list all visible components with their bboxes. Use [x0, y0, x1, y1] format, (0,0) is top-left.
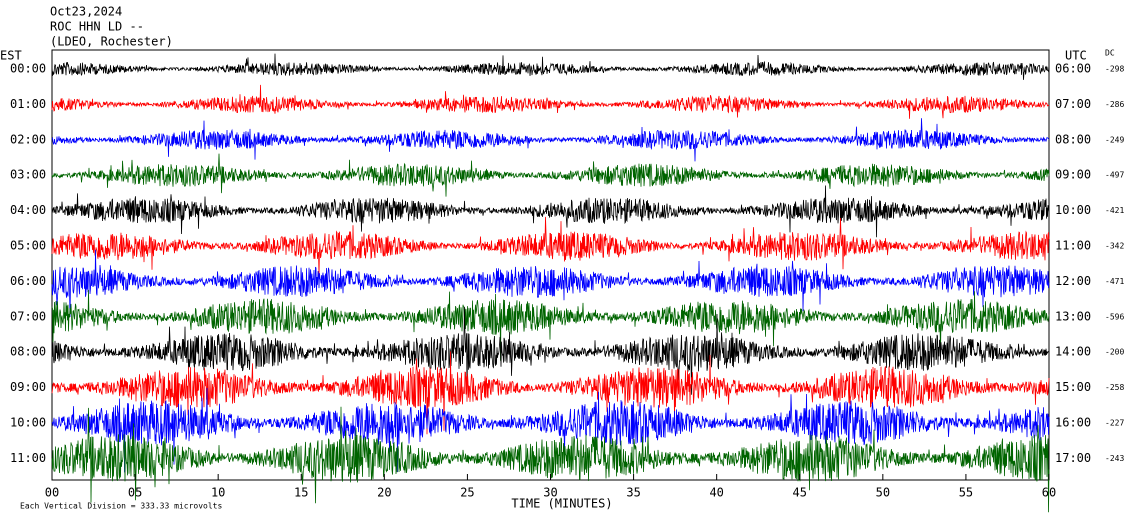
- dc-value: -200: [1105, 348, 1124, 357]
- dc-value: -298: [1105, 65, 1124, 74]
- est-label: 01:00: [10, 97, 46, 111]
- trace: [51, 289, 1050, 361]
- x-tick-label: 30: [543, 486, 557, 500]
- x-tick-label: 20: [377, 486, 391, 500]
- utc-label: 16:00: [1055, 416, 1091, 430]
- utc-label: 12:00: [1055, 274, 1091, 288]
- x-tick-label: 45: [793, 486, 807, 500]
- x-tick-label: 35: [626, 486, 640, 500]
- title-line: (LDEO, Rochester): [50, 35, 173, 49]
- footer: Each Vertical Division = 333.33 microvol…: [20, 502, 222, 511]
- est-label: 08:00: [10, 345, 46, 359]
- utc-label: 06:00: [1055, 62, 1091, 76]
- x-axis-label: TIME (MINUTES): [511, 497, 612, 511]
- title-line: Oct23,2024: [50, 5, 122, 19]
- trace: [51, 216, 1050, 277]
- x-tick-label: 55: [959, 486, 973, 500]
- left-axis-label: EST: [0, 49, 22, 63]
- utc-label: 11:00: [1055, 239, 1091, 253]
- trace: [51, 306, 1050, 395]
- trace: [51, 351, 1050, 435]
- dc-value: -342: [1105, 242, 1124, 251]
- trace: [51, 118, 1050, 162]
- traces: [51, 53, 1050, 513]
- utc-label: 08:00: [1055, 132, 1091, 146]
- est-label: 05:00: [10, 239, 46, 253]
- trace: [51, 53, 1050, 80]
- est-label: 10:00: [10, 416, 46, 430]
- est-label: 00:00: [10, 62, 46, 76]
- utc-label: 15:00: [1055, 380, 1091, 394]
- dc-value: -497: [1105, 171, 1124, 180]
- trace: [51, 406, 1050, 513]
- x-tick-label: 60: [1042, 486, 1056, 500]
- dc-value: -243: [1105, 454, 1124, 463]
- x-tick-label: 40: [709, 486, 723, 500]
- utc-label: 13:00: [1055, 309, 1091, 323]
- dc-label: DC: [1105, 49, 1115, 58]
- utc-label: 17:00: [1055, 451, 1091, 465]
- dc-value: -258: [1105, 383, 1124, 392]
- x-tick-label: 50: [876, 486, 890, 500]
- x-tick-label: 15: [294, 486, 308, 500]
- dc-value: -471: [1105, 277, 1124, 286]
- dc-value: -596: [1105, 312, 1124, 321]
- est-label: 06:00: [10, 274, 46, 288]
- utc-label: 10:00: [1055, 203, 1091, 217]
- est-label: 09:00: [10, 380, 46, 394]
- dc-value: -421: [1105, 206, 1124, 215]
- est-label: 07:00: [10, 309, 46, 323]
- x-tick-label: 05: [128, 486, 142, 500]
- est-label: 02:00: [10, 132, 46, 146]
- trace: [51, 185, 1050, 238]
- right-axis-label: UTC: [1065, 49, 1087, 63]
- utc-label: 14:00: [1055, 345, 1091, 359]
- x-tick-label: 25: [460, 486, 474, 500]
- est-label: 04:00: [10, 203, 46, 217]
- utc-label: 07:00: [1055, 97, 1091, 111]
- x-tick-label: 10: [211, 486, 225, 500]
- dc-value: -286: [1105, 100, 1124, 109]
- trace: [51, 387, 1050, 473]
- x-tick-label: 00: [45, 486, 59, 500]
- title-line: ROC HHN LD --: [50, 20, 144, 34]
- dc-value: -249: [1105, 135, 1124, 144]
- trace: [51, 249, 1050, 318]
- trace: [51, 153, 1050, 197]
- est-label: 03:00: [10, 168, 46, 182]
- dc-value: -227: [1105, 419, 1124, 428]
- trace: [51, 84, 1050, 119]
- utc-label: 09:00: [1055, 168, 1091, 182]
- est-label: 11:00: [10, 451, 46, 465]
